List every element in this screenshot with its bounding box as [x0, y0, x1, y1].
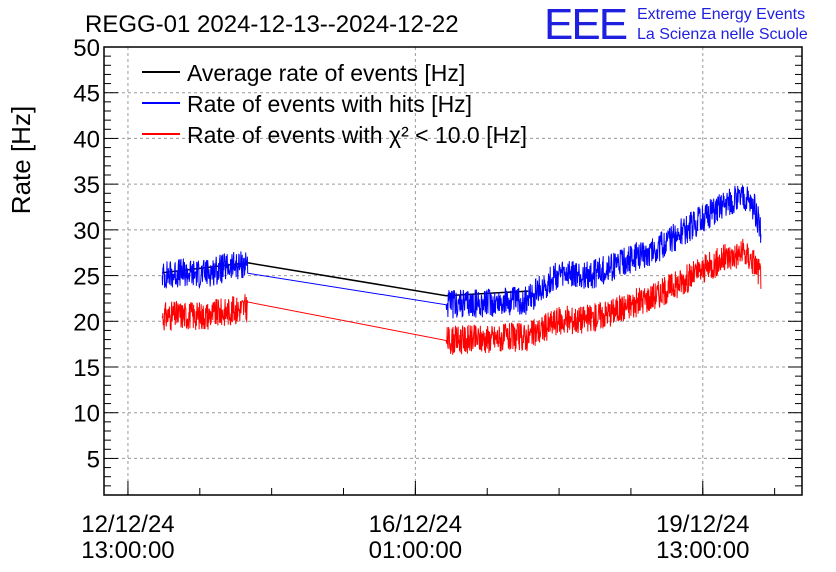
y-tick-label: 50	[73, 35, 100, 62]
y-tick-label: 20	[73, 309, 100, 336]
x-tick-label-time: 13:00:00	[81, 537, 174, 564]
y-tick-label: 30	[73, 218, 100, 245]
x-tick-label-date: 12/12/24	[81, 511, 174, 538]
logo-line-1: Extreme Energy Events	[637, 6, 805, 23]
y-tick-label: 10	[73, 401, 100, 428]
series-lines	[161, 185, 762, 355]
legend: Average rate of events [Hz] Rate of even…	[142, 60, 527, 148]
logo-line-2: La Scienza nelle Scuole	[637, 26, 808, 43]
y-axis: 5 10 15 20 25 30 35 40 45 50	[73, 35, 802, 496]
plot-frame	[103, 46, 803, 496]
series-line	[161, 185, 762, 319]
x-axis: 12/12/2413:00:0016/12/2401:00:0019/12/24…	[81, 481, 776, 564]
x-tick-label-date: 16/12/24	[369, 511, 462, 538]
y-tick-label: 5	[87, 446, 100, 473]
x-tick-label-time: 13:00:00	[656, 537, 749, 564]
eee-logo: EEE Extreme Energy Events La Scienza nel…	[544, 0, 808, 49]
x-tick-label-time: 01:00:00	[369, 537, 462, 564]
legend-label-chi2: Rate of events with χ² < 10.0 [Hz]	[187, 122, 527, 148]
y-tick-label: 40	[73, 126, 100, 153]
chart-title: REGG-01 2024-12-13--2024-12-22	[85, 11, 459, 38]
y-axis-label: Rate [Hz]	[6, 106, 36, 214]
y-tick-label: 45	[73, 81, 100, 108]
logo-mark: EEE	[544, 0, 627, 49]
y-tick-label: 25	[73, 264, 100, 291]
x-tick-label-date: 19/12/24	[656, 511, 749, 538]
legend-label-hits: Rate of events with hits [Hz]	[187, 91, 472, 117]
legend-label-average: Average rate of events [Hz]	[187, 60, 465, 86]
series-line	[161, 238, 762, 355]
y-tick-label: 35	[73, 172, 100, 199]
y-tick-label: 15	[73, 355, 100, 382]
